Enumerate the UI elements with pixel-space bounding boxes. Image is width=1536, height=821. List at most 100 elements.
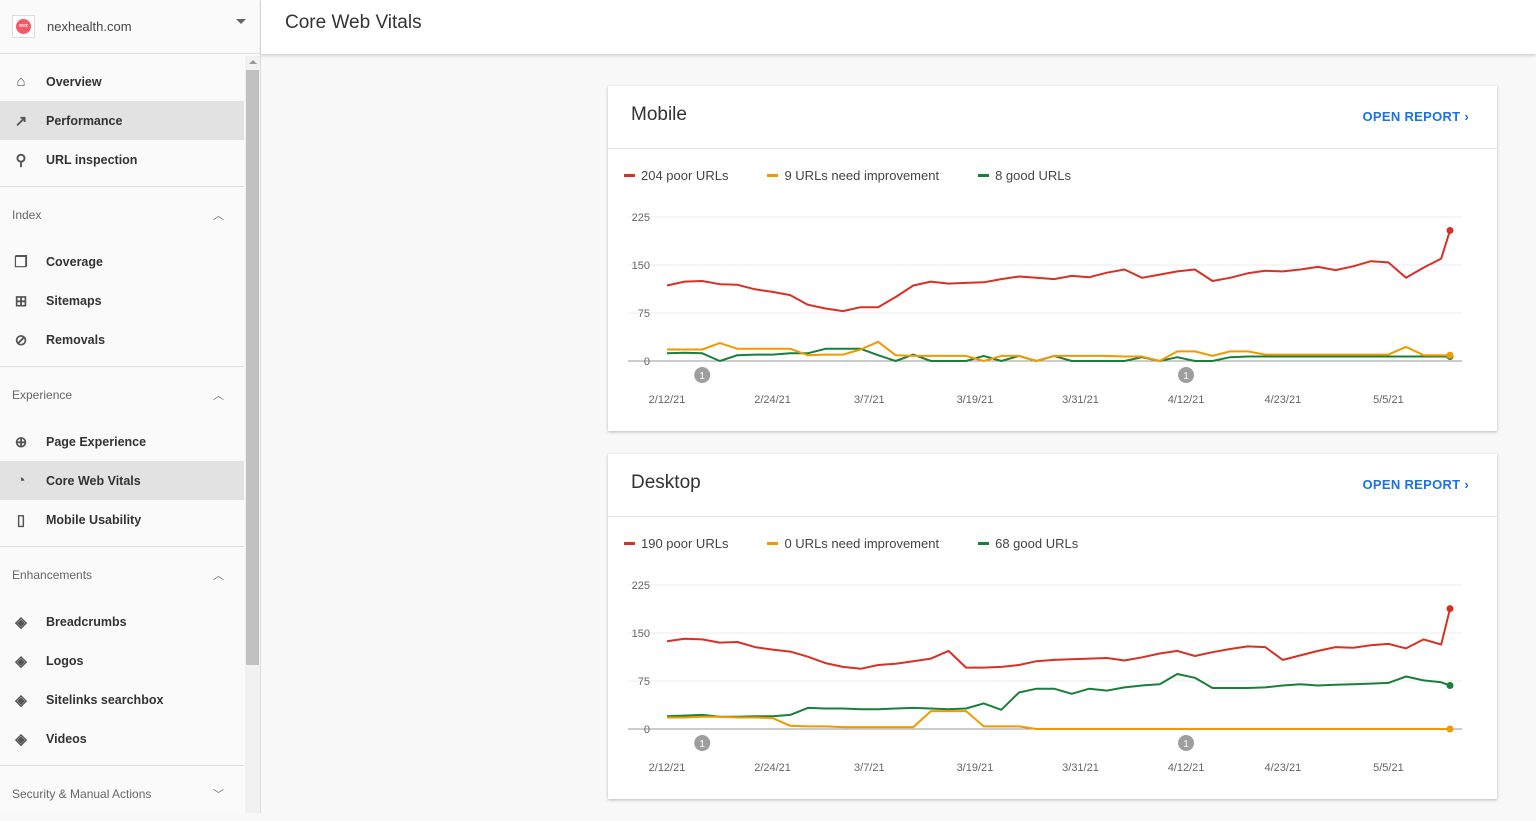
open-report-label: OPEN REPORT <box>1362 477 1461 492</box>
card-title: Mobile <box>631 104 687 125</box>
open-report-button[interactable]: OPEN REPORT › <box>1363 109 1470 124</box>
legend-item[interactable]: 190 poor URLs <box>624 536 728 551</box>
chevron-down-icon[interactable]: ﹀ <box>213 788 224 801</box>
sidebar-item-removals[interactable]: ⊘ Removals <box>0 320 244 359</box>
sidebar-item-page-experience[interactable]: ⊕ Page Experience <box>0 422 244 461</box>
sidebar-item-label: Core Web Vitals <box>46 473 141 488</box>
trending-up-icon: ↗ <box>14 112 28 130</box>
y-tick-label: 0 <box>644 724 650 736</box>
legend-swatch <box>624 174 635 177</box>
x-tick-label: 2/12/21 <box>649 394 686 406</box>
legend-swatch <box>767 542 779 545</box>
sidebar-scrollbar[interactable] <box>245 56 260 813</box>
property-name: nexhealth.com <box>47 19 132 34</box>
y-tick-label: 75 <box>638 676 650 688</box>
sidebar-item-label: Sitemaps <box>46 293 102 308</box>
property-logo: nex <box>12 15 35 38</box>
series-line-needs-improvement <box>667 710 1450 730</box>
x-tick-label: 5/5/21 <box>1373 762 1404 774</box>
scrollbar-thumb[interactable] <box>246 70 259 665</box>
sidebar-item-url-inspection[interactable]: ⚲ URL inspection <box>0 140 244 179</box>
property-selector[interactable]: nex nexhealth.com <box>0 0 261 54</box>
legend-item[interactable]: 8 good URLs <box>978 168 1071 183</box>
section-enhancements[interactable]: Enhancements ︿ <box>0 546 244 602</box>
scroll-up-icon[interactable] <box>249 60 257 64</box>
sidebar: nex nexhealth.com ⌂ Overview ↗ Performance ⚲… <box>0 0 261 813</box>
sidebar-item-performance[interactable]: ↗ Performance <box>0 101 244 140</box>
page-header: Core Web Vitals <box>261 0 1536 54</box>
legend-item[interactable]: 0 URLs need improvement <box>767 536 939 551</box>
legend-item[interactable]: 204 poor URLs <box>624 168 728 183</box>
series-line-good <box>666 347 1450 362</box>
copy-icon: ❐ <box>14 253 28 271</box>
legend-swatch <box>978 174 990 177</box>
legend-swatch <box>978 542 990 545</box>
sidebar-item-label: Mobile Usability <box>46 512 142 527</box>
legend-label: 8 good URLs <box>995 168 1071 183</box>
sidebar-item-coverage[interactable]: ❐ Coverage <box>0 242 244 281</box>
open-report-label: OPEN REPORT <box>1362 109 1461 124</box>
section-security-manual-actions[interactable]: Security & Manual Actions ﹀ <box>0 765 244 821</box>
sidebar-item-core-web-vitals[interactable]: ◔ Core Web Vitals <box>0 461 244 500</box>
y-tick-label: 150 <box>632 628 650 640</box>
card-title: Desktop <box>631 472 701 493</box>
x-tick-label: 3/31/21 <box>1062 762 1099 774</box>
sidebar-nav: ⌂ Overview ↗ Performance ⚲ URL inspection Inde… <box>0 62 244 821</box>
series-endpoint[interactable] <box>1446 226 1454 234</box>
sidebar-item-label: Sitelinks searchbox <box>46 692 164 707</box>
sidebar-item-sitemaps[interactable]: ⊞ Sitemaps <box>0 281 244 320</box>
annotation-marker[interactable]: 1 <box>694 367 711 383</box>
chevron-up-icon[interactable]: ︿ <box>213 569 224 582</box>
sidebar-item-label: Removals <box>46 332 106 347</box>
series-endpoint[interactable] <box>1446 725 1454 733</box>
sidebar-item-mobile-usability[interactable]: ▯ Mobile Usability <box>0 500 244 539</box>
annotation-marker[interactable]: 1 <box>1178 367 1195 383</box>
legend-swatch <box>624 542 635 545</box>
layers-icon: ◈ <box>15 613 27 631</box>
y-tick-label: 150 <box>632 260 650 272</box>
sidebar-item-label: Performance <box>46 113 123 128</box>
x-tick-label: 5/5/21 <box>1373 394 1404 406</box>
layers-icon: ◈ <box>15 652 27 670</box>
dropdown-caret-icon[interactable] <box>236 19 246 24</box>
x-tick-label: 2/12/21 <box>649 762 686 774</box>
divider <box>608 148 1497 149</box>
legend-label: 190 poor URLs <box>641 536 729 551</box>
x-tick-label: 4/12/21 <box>1168 394 1205 406</box>
chevron-up-icon[interactable]: ︿ <box>213 209 224 222</box>
section-label: Enhancements <box>12 567 93 582</box>
sidebar-item-breadcrumbs[interactable]: ◈ Breadcrumbs <box>0 602 244 641</box>
annotation-marker[interactable]: 1 <box>1178 735 1195 751</box>
section-experience[interactable]: Experience ︿ <box>0 366 244 422</box>
legend-item[interactable]: 68 good URLs <box>978 536 1078 551</box>
sidebar-item-overview[interactable]: ⌂ Overview <box>0 62 244 101</box>
series-line-poor <box>666 230 1451 313</box>
sidebar-item-sitelinks-searchbox[interactable]: ◈ Sitelinks searchbox <box>0 680 244 719</box>
sidebar-item-videos[interactable]: ◈ Videos <box>0 719 244 758</box>
x-tick-label: 4/23/21 <box>1264 394 1301 406</box>
annotation-label: 1 <box>699 739 705 750</box>
series-endpoint[interactable] <box>1446 681 1454 689</box>
chart-legend: 190 poor URLs 0 URLs need improvement 68 g… <box>624 536 1117 551</box>
legend-label: 204 poor URLs <box>641 168 729 183</box>
desktop-card: Desktop OPEN REPORT › 190 poor URLs 0 URL… <box>608 454 1497 799</box>
chevron-right-icon: › <box>1464 477 1469 492</box>
x-tick-label: 2/24/21 <box>754 394 791 406</box>
legend-item[interactable]: 9 URLs need improvement <box>767 168 939 183</box>
search-icon: ⚲ <box>15 151 27 169</box>
annotation-marker[interactable]: 1 <box>694 735 711 751</box>
open-report-button[interactable]: OPEN REPORT › <box>1363 477 1470 492</box>
annotation-label: 1 <box>1183 371 1189 382</box>
x-tick-label: 3/7/21 <box>854 394 885 406</box>
mobile-card: Mobile OPEN REPORT › 204 poor URLs 9 URLs… <box>608 86 1497 431</box>
y-tick-label: 75 <box>638 308 650 320</box>
sidebar-item-logos[interactable]: ◈ Logos <box>0 641 244 680</box>
section-index[interactable]: Index ︿ <box>0 186 244 242</box>
series-endpoint[interactable] <box>1446 605 1454 613</box>
chevron-up-icon[interactable]: ︿ <box>213 389 224 402</box>
series-line-poor <box>666 608 1451 670</box>
legend-label: 0 URLs need improvement <box>784 536 940 551</box>
line-chart: 0 75 150 225 2/12/21 2/24/21 3/7/21 3/19/21 3/31… <box>628 212 1462 406</box>
y-tick-label: 225 <box>632 212 650 224</box>
series-endpoint[interactable] <box>1446 351 1454 359</box>
